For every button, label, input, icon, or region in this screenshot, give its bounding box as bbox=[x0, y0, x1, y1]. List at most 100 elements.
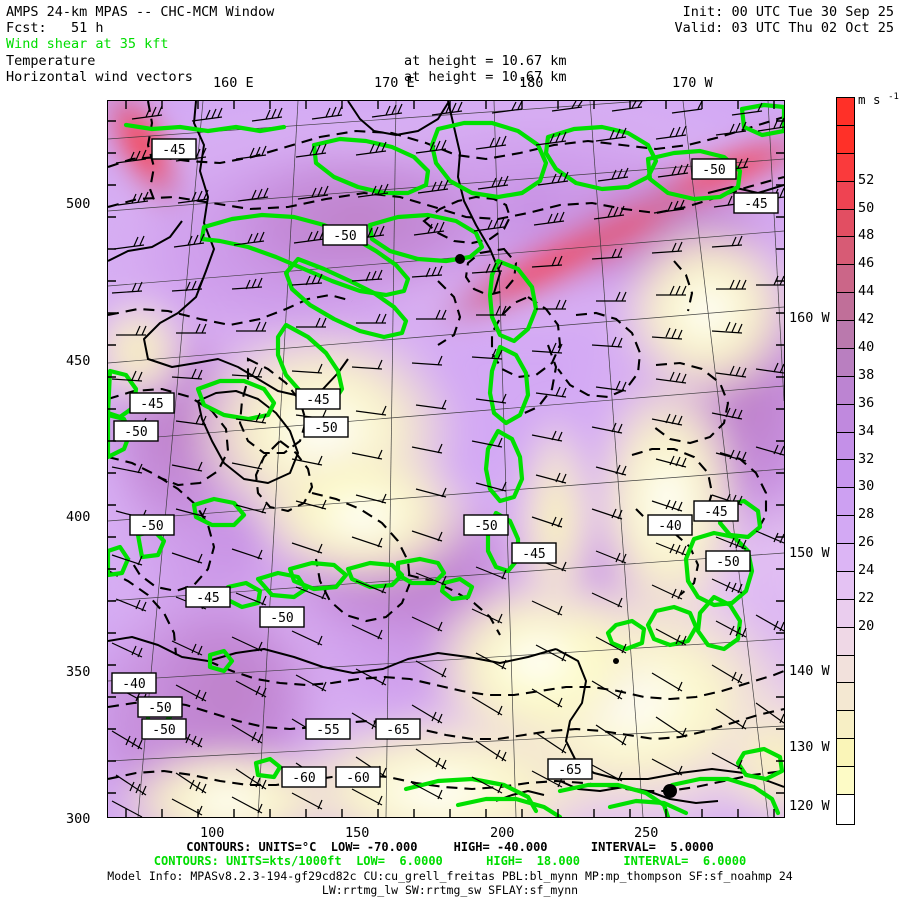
colorbar-band bbox=[837, 627, 854, 656]
contour-label-box: -50 bbox=[463, 514, 509, 536]
svg-text:-50: -50 bbox=[148, 701, 171, 716]
svg-text:-45: -45 bbox=[140, 397, 163, 412]
colorbar-tick-label: 26 bbox=[858, 534, 875, 551]
frame-ticks bbox=[108, 101, 784, 817]
temperature-label: Temperature bbox=[6, 53, 96, 69]
lon-label-right-2: 140 W bbox=[789, 663, 830, 679]
colorbar-band bbox=[837, 125, 854, 154]
colorbar-band bbox=[837, 794, 854, 823]
valid-time: Valid: 03 UTC Thu 02 Oct 25 bbox=[674, 20, 894, 36]
contour-label-box: -50 bbox=[141, 718, 187, 740]
x-label-2: 200 bbox=[490, 825, 515, 841]
lon-label-right-1: 150 W bbox=[789, 545, 830, 561]
contour-label-box: -50 bbox=[129, 514, 175, 536]
colorbar-band bbox=[837, 237, 854, 266]
svg-text:-40: -40 bbox=[658, 519, 681, 534]
colorbar-band bbox=[837, 404, 854, 433]
svg-text:-50: -50 bbox=[333, 229, 356, 244]
svg-text:-50: -50 bbox=[702, 163, 725, 178]
svg-text:-60: -60 bbox=[346, 771, 369, 786]
colorbar-tick-label: 48 bbox=[858, 227, 875, 244]
colorbar-tick-label: 20 bbox=[858, 617, 875, 634]
contour-label-box: -50 bbox=[137, 696, 183, 718]
colorbar-band bbox=[837, 321, 854, 349]
svg-text:-45: -45 bbox=[704, 505, 727, 520]
contour-label-box: -45 bbox=[733, 192, 779, 214]
lon-label-top-1: 170 E bbox=[374, 75, 415, 91]
svg-text:-50: -50 bbox=[124, 425, 147, 440]
svg-text:-65: -65 bbox=[386, 723, 409, 738]
lon-label-right-3: 130 W bbox=[789, 739, 830, 755]
colorbar-band bbox=[837, 516, 854, 544]
x-label-0: 100 bbox=[200, 825, 225, 841]
colorbar-band bbox=[837, 683, 854, 712]
colorbar-tick-label: 32 bbox=[858, 450, 875, 467]
svg-text:-50: -50 bbox=[474, 519, 497, 534]
colorbar-tick-label: 34 bbox=[858, 422, 875, 439]
colorbar-band bbox=[837, 655, 854, 684]
wind-vectors-label: Horizontal wind vectors bbox=[6, 69, 193, 85]
colorbar-band bbox=[837, 153, 854, 182]
svg-text:-50: -50 bbox=[152, 723, 175, 738]
lon-label-top-2: 180 bbox=[519, 75, 544, 91]
colorbar-band bbox=[837, 348, 854, 377]
footer-model-info: Model Info: MPASv8.2.3-194-gf29cd82c CU:… bbox=[107, 869, 793, 883]
colorbar-band bbox=[837, 711, 854, 740]
contour-label-box: -45 bbox=[295, 388, 341, 410]
colorbar-tick-label: 40 bbox=[858, 338, 875, 355]
svg-text:-55: -55 bbox=[316, 723, 339, 738]
contour-label-box: -45 bbox=[511, 542, 557, 564]
y-label-3: 350 bbox=[66, 664, 91, 680]
svg-text:-45: -45 bbox=[196, 591, 219, 606]
colorbar-band bbox=[837, 98, 854, 126]
height-label-wind: at height = 10.67 km bbox=[404, 69, 567, 85]
contour-label-box: -45 bbox=[151, 138, 197, 160]
x-label-1: 150 bbox=[345, 825, 370, 841]
contour-label-box: -50 bbox=[303, 416, 349, 438]
colorbar-tick-label: 50 bbox=[858, 199, 875, 216]
colorbar-tick-label: 52 bbox=[858, 171, 875, 188]
y-label-1: 450 bbox=[66, 353, 91, 369]
svg-text:-45: -45 bbox=[744, 197, 767, 212]
contour-label-box: -45 bbox=[693, 500, 739, 522]
colorbar-band bbox=[837, 181, 854, 210]
map-plot-area[interactable]: -45 -50 -50 -45 -45 -50 -45 -50 -50 -50 … bbox=[107, 100, 785, 818]
footer-contours-shear: CONTOURS: UNITS=kts/1000ft LOW= 6.0000 H… bbox=[153, 854, 747, 868]
svg-text:-45: -45 bbox=[162, 143, 185, 158]
contour-label-box: -50 bbox=[691, 158, 737, 180]
svg-text:-50: -50 bbox=[314, 421, 337, 436]
colorbar-tick-label: 22 bbox=[858, 589, 875, 606]
colorbar-band bbox=[837, 209, 854, 238]
svg-text:-40: -40 bbox=[122, 677, 145, 692]
page-title: AMPS 24-km MPAS -- CHC-MCM Window bbox=[6, 4, 275, 20]
station-marker-mcmurdo bbox=[455, 254, 465, 264]
colorbar-band bbox=[837, 432, 854, 461]
y-label-2: 400 bbox=[66, 509, 91, 525]
contour-labels: -45 -50 -50 -45 -45 -50 -45 -50 -50 -50 … bbox=[111, 138, 779, 788]
footer-contours-temperature: CONTOURS: UNITS=°C LOW= -70.000 HIGH= -4… bbox=[186, 840, 714, 854]
init-time: Init: 00 UTC Tue 30 Sep 25 bbox=[682, 4, 894, 20]
contour-label-box: -40 bbox=[647, 514, 693, 536]
svg-text:-50: -50 bbox=[270, 611, 293, 626]
colorbar-units: m s -1 bbox=[858, 92, 899, 108]
coastline bbox=[108, 101, 784, 804]
colorbar-tick-label: 44 bbox=[858, 283, 875, 300]
footer-physics-info: LW:rrtmg_lw SW:rrtmg_sw SFLAY:sf_mynn bbox=[321, 883, 579, 897]
contour-label-box: -65 bbox=[547, 758, 593, 780]
contour-label-box: -40 bbox=[111, 672, 157, 694]
colorbar-band bbox=[837, 488, 854, 517]
colorbar-tick-label: 28 bbox=[858, 506, 875, 523]
contour-label-box: -45 bbox=[129, 392, 175, 414]
colorbar-band bbox=[837, 460, 854, 489]
wind-shear-label: Wind shear at 35 kft bbox=[6, 36, 169, 52]
colorbar-band bbox=[837, 599, 854, 628]
lon-label-top-0: 160 E bbox=[213, 75, 254, 91]
contour-label-box: -50 bbox=[705, 550, 751, 572]
colorbar-band bbox=[837, 739, 854, 767]
colorbar-tick-label: 36 bbox=[858, 394, 875, 411]
contour-label-box: -45 bbox=[185, 586, 231, 608]
lon-label-right-0: 160 W bbox=[789, 310, 830, 326]
colorbar-band bbox=[837, 376, 854, 405]
contour-label-box: -50 bbox=[322, 224, 368, 246]
